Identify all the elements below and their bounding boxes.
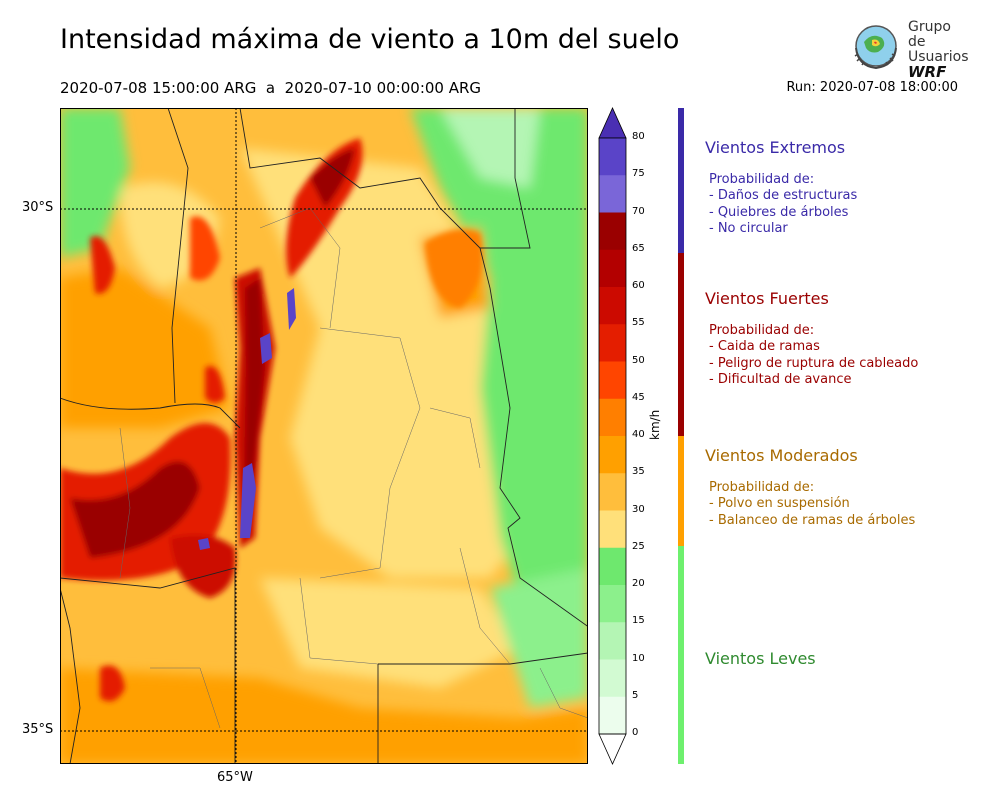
- category-line: - Quiebres de árboles: [709, 204, 849, 220]
- run-time: Run: 2020-07-08 18:00:00: [786, 80, 958, 95]
- colorbar-tick-label: 20: [632, 578, 645, 589]
- colorbar-segment: [599, 622, 626, 660]
- logo-line-3: WRF: [908, 63, 947, 81]
- category-bar-leves: [678, 546, 684, 764]
- category-title-leves: Vientos Leves: [705, 649, 816, 668]
- lon-label-65w: 65°W: [217, 770, 253, 785]
- colorbar-tick-label: 35: [632, 466, 645, 478]
- map-title: Intensidad máxima de viento a 10m del su…: [60, 24, 680, 55]
- category-line: - Dificultad de avance: [709, 371, 852, 387]
- colorbar-segment: [599, 324, 626, 362]
- category-bar-extremos: [678, 108, 684, 253]
- lat-label-30s: 30°S: [22, 200, 54, 215]
- category-line: - No circular: [709, 220, 788, 236]
- colorbar-extend-bottom: [598, 733, 627, 765]
- category-lines-extremos: Probabilidad de: - Daños de estructuras …: [709, 172, 857, 237]
- colorbar-segment: [599, 696, 626, 735]
- category-lines-fuertes: Probabilidad de: - Caida de ramas - Peli…: [709, 323, 918, 388]
- category-bar-fuertes: [678, 253, 684, 436]
- colorbar-segment: [599, 138, 626, 176]
- lat-label-35s: 35°S: [22, 722, 54, 737]
- colorbar-tick-label: 10: [632, 652, 645, 664]
- colorbar-tick-label: 70: [632, 205, 645, 217]
- colorbar-segment: [599, 398, 626, 437]
- category-lines-moderados: Probabilidad de: - Polvo en suspensión -…: [709, 480, 915, 529]
- colorbar-segment: [599, 249, 626, 288]
- colorbar-extend-top: [598, 107, 627, 139]
- colorbar-tick-label: 60: [632, 280, 645, 291]
- logo-line-2: Usuarios: [908, 49, 969, 65]
- category-line: - Balanceo de ramas de árboles: [709, 512, 916, 528]
- colorbar-segment: [599, 473, 626, 511]
- colorbar-tick-label: 50: [632, 354, 645, 366]
- wrf-logo: Grupo de Usuarios WRF: [848, 18, 969, 80]
- forecast-period: 2020-07-08 15:00:00 ARG a 2020-07-10 00:…: [60, 79, 482, 97]
- colorbar-segment: [599, 287, 626, 325]
- category-line: - Polvo en suspensión: [709, 496, 850, 512]
- colorbar-unit: km/h: [648, 409, 662, 440]
- category-line: Probabilidad de:: [709, 323, 815, 338]
- colorbar-graphic: [598, 107, 627, 765]
- category-title-moderados: Vientos Moderados: [705, 446, 858, 465]
- colorbar-segment: [599, 212, 626, 251]
- colorbar-tick-label: 5: [632, 689, 639, 701]
- category-line: - Caida de ramas: [709, 339, 820, 355]
- colorbar-segment: [599, 436, 626, 474]
- category-title-extremos: Vientos Extremos: [705, 138, 846, 157]
- colorbar-tick-label: 25: [632, 540, 645, 552]
- logo-text: Grupo de Usuarios WRF: [908, 20, 969, 81]
- colorbar-tick-label: 75: [632, 168, 645, 180]
- colorbar-segment: [599, 175, 626, 213]
- logo-line-1: Grupo de: [908, 19, 951, 50]
- colorbar-tick-label: 55: [632, 317, 645, 329]
- colorbar-segment: [599, 361, 626, 400]
- category-title-fuertes: Vientos Fuertes: [705, 289, 829, 308]
- globe-icon: [854, 25, 897, 70]
- colorbar-segment: [599, 547, 626, 586]
- colorbar-segment: [599, 510, 626, 549]
- category-line: Probabilidad de:: [709, 480, 815, 495]
- colorbar-tick-label: 45: [632, 391, 645, 403]
- colorbar-segment: [599, 659, 626, 698]
- colorbar-tick-label: 15: [632, 615, 645, 627]
- category-line: - Peligro de ruptura de cableado: [709, 355, 919, 371]
- wind-map: [60, 108, 588, 764]
- colorbar-tick-label: 80: [632, 131, 645, 142]
- colorbar-tick-label: 30: [632, 503, 645, 515]
- category-line: Probabilidad de:: [709, 172, 815, 187]
- colorbar-tick-label: 40: [632, 429, 645, 440]
- category-bar-moderados: [678, 436, 684, 546]
- colorbar-tick-label: 0: [632, 727, 639, 738]
- category-line: - Daños de estructuras: [709, 188, 858, 204]
- colorbar-segment: [599, 585, 626, 623]
- colorbar-tick-label: 65: [632, 242, 645, 254]
